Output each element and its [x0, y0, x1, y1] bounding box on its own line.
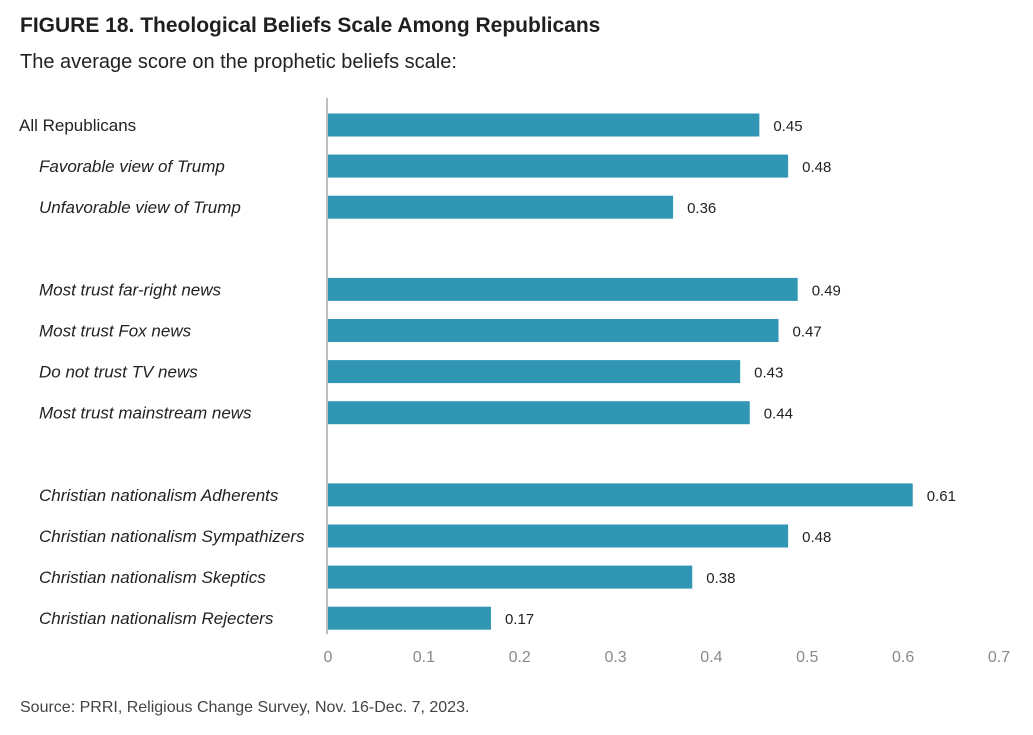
bar: [328, 565, 693, 589]
value-label: 0.38: [706, 570, 735, 587]
value-label: 0.48: [802, 529, 831, 546]
bar: [328, 277, 798, 301]
value-label: 0.48: [802, 159, 831, 176]
category-label: Christian nationalism Sympathizers: [39, 527, 305, 546]
category-label: Unfavorable view of Trump: [39, 198, 241, 217]
source-text: PRRI, Religious Change Survey, Nov. 16-D…: [79, 699, 470, 716]
value-label: 0.61: [927, 488, 956, 505]
bar: [328, 483, 913, 507]
value-label: 0.44: [764, 406, 793, 423]
x-tick-label: 0.7: [988, 649, 1010, 666]
value-label: 0.49: [812, 282, 841, 299]
bar: [328, 606, 491, 630]
x-tick-label: 0.5: [796, 649, 818, 666]
category-label: Christian nationalism Adherents: [39, 486, 279, 505]
value-label: 0.17: [505, 611, 534, 628]
source-prefix: Source:: [20, 699, 80, 716]
bar: [328, 360, 741, 384]
value-label: 0.45: [773, 118, 802, 135]
source-note: Source: PRRI, Religious Change Survey, N…: [20, 699, 469, 717]
x-tick-label: 0.3: [604, 649, 626, 666]
category-label: Do not trust TV news: [39, 363, 198, 382]
x-tick-label: 0.4: [700, 649, 722, 666]
bar: [328, 524, 789, 548]
value-label: 0.43: [754, 365, 783, 382]
category-label: All Republicans: [19, 116, 136, 135]
chart-subtitle: The average score on the prophetic belie…: [20, 51, 457, 73]
category-label: Most trust mainstream news: [39, 404, 252, 423]
x-tick-label: 0.1: [413, 649, 435, 666]
bar: [328, 401, 750, 425]
x-tick-label: 0.6: [892, 649, 914, 666]
category-label: Christian nationalism Skeptics: [39, 568, 266, 587]
category-label: Most trust far-right news: [39, 280, 222, 299]
category-label: Christian nationalism Rejecters: [39, 609, 274, 628]
value-label: 0.47: [793, 324, 822, 341]
x-tick-label: 0.2: [509, 649, 531, 666]
chart-title: FIGURE 18. Theological Beliefs Scale Amo…: [20, 14, 601, 37]
category-label: Favorable view of Trump: [39, 157, 225, 176]
bar: [328, 113, 760, 137]
bar: [328, 154, 789, 178]
bar: [328, 195, 674, 219]
bar: [328, 319, 779, 342]
category-label: Most trust Fox news: [39, 322, 192, 341]
x-tick-label: 0: [324, 649, 333, 666]
value-label: 0.36: [687, 200, 716, 217]
